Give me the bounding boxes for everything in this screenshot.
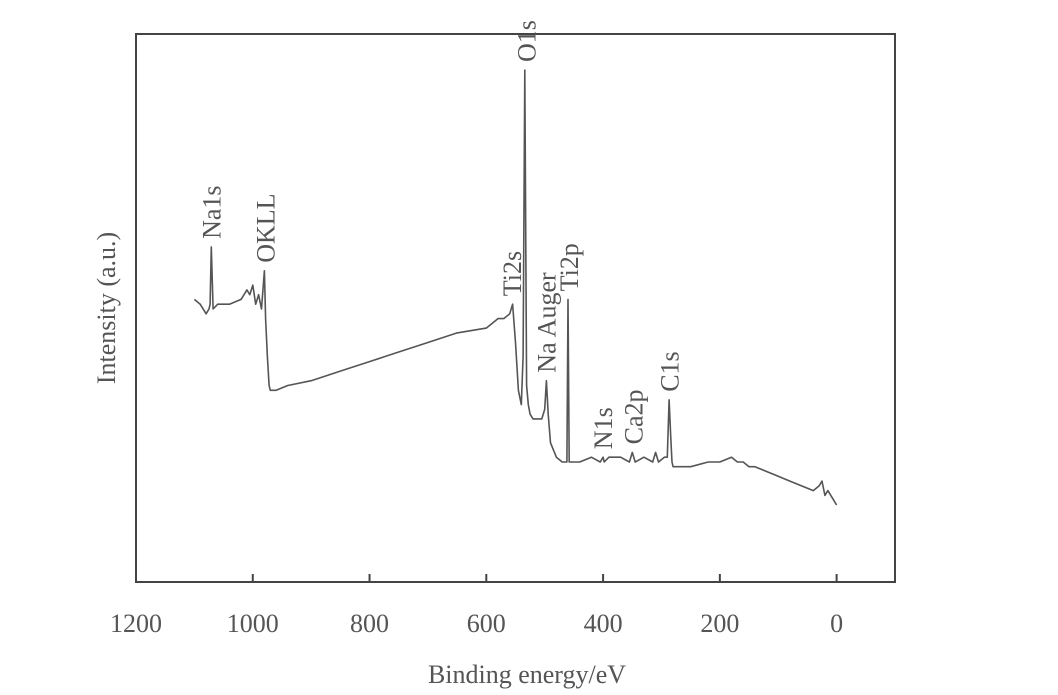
x-tick-label: 400 xyxy=(584,609,623,638)
x-tick-label: 1200 xyxy=(110,609,162,638)
x-tick-label: 200 xyxy=(700,609,739,638)
x-tick-label: 1000 xyxy=(227,609,279,638)
peak-label-ca2p: Ca2p xyxy=(619,390,648,445)
x-tick-label: 600 xyxy=(467,609,506,638)
plot-frame xyxy=(135,33,896,583)
peak-label-ti2s: Ti2s xyxy=(498,251,527,296)
peak-label-o1s: O1s xyxy=(513,20,542,62)
peak-label-okll: OKLL xyxy=(252,193,281,262)
x-tick-label: 800 xyxy=(350,609,389,638)
x-tick-labels: 1200 1000 800 600 400 200 0 xyxy=(110,609,843,638)
peak-label-na1s: Na1s xyxy=(197,185,226,238)
peak-label-n1s: N1s xyxy=(589,407,618,449)
spectrum-line xyxy=(193,69,838,506)
x-axis-title: Binding energy/eV xyxy=(428,660,626,689)
x-tick-label: 0 xyxy=(830,609,843,638)
peak-label-c1s: C1s xyxy=(656,351,685,391)
peak-label-ti2p: Ti2p xyxy=(555,243,584,291)
peak-label-na-auger: Na Auger xyxy=(532,272,561,373)
y-axis-title: Intensity (a.u.) xyxy=(92,232,121,384)
x-ticks xyxy=(135,574,838,582)
